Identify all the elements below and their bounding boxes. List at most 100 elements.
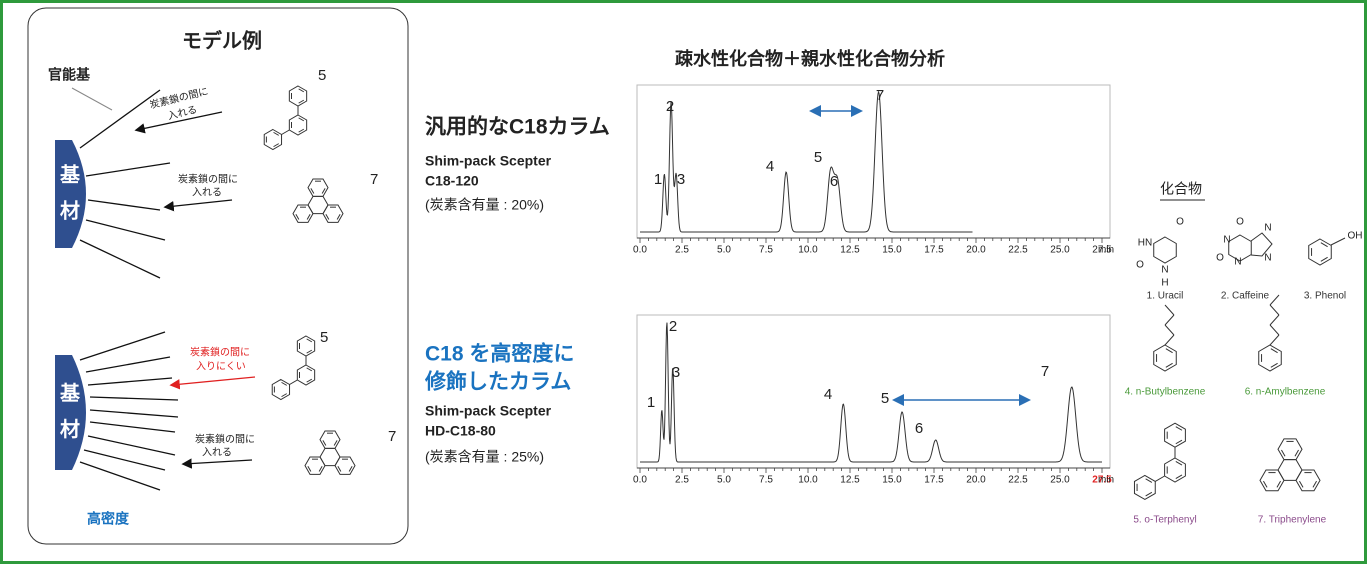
bond [1164, 304, 1175, 316]
bond [1155, 475, 1165, 482]
line [87, 435, 176, 456]
line [79, 89, 161, 149]
peak-label: 3 [677, 171, 685, 188]
line [163, 199, 233, 212]
note: 入れる [202, 447, 232, 459]
ring [322, 204, 344, 223]
compounds-title: 化合物 [1160, 181, 1202, 197]
ring [304, 456, 326, 475]
x-tick-label: 17.5 [924, 475, 944, 486]
bond [1175, 474, 1183, 479]
analysis-title: 疎水性化合物＋親水性化合物分析 [675, 48, 945, 69]
line [89, 396, 179, 401]
note: 炭素鎖の間に [178, 173, 238, 186]
bond [321, 188, 326, 194]
compound-number: 5 [320, 329, 328, 346]
bond [1165, 362, 1173, 368]
bond [348, 466, 353, 472]
compound-label: 7. Triphenylene [1258, 515, 1327, 526]
bond [1270, 362, 1278, 368]
x-tick-label: 7.5 [759, 475, 773, 486]
bond [337, 466, 342, 472]
ring [292, 204, 314, 223]
x-tick-label: 0.0 [633, 475, 647, 486]
chromatogram-trace [640, 322, 1102, 463]
bond [1299, 480, 1304, 488]
x-tick-label: 7.5 [759, 245, 773, 256]
substrate-label: 基 [60, 163, 81, 186]
bond [336, 214, 341, 220]
x-tick-label: 15.0 [882, 475, 902, 486]
x-tick-label: 2.5 [675, 475, 689, 486]
ring [1153, 344, 1177, 372]
x-unit: min [1098, 475, 1114, 486]
peak-label: 6 [830, 173, 838, 190]
bond [281, 393, 287, 398]
line [79, 331, 166, 361]
x-tick-label: 22.5 [1008, 245, 1028, 256]
bond [1164, 314, 1175, 326]
model-panel [27, 7, 409, 545]
bond [325, 214, 330, 220]
line [89, 421, 176, 433]
bond [298, 117, 305, 122]
ring [334, 456, 356, 475]
bond [306, 214, 311, 220]
bond [322, 440, 327, 446]
bond [1276, 480, 1281, 488]
chart-frame [636, 84, 1111, 239]
bond [298, 99, 305, 104]
model-title: モデル例 [182, 28, 262, 52]
bond [1312, 480, 1317, 488]
substrate [55, 355, 86, 470]
line [181, 458, 253, 469]
bond [310, 188, 315, 194]
peak-label: 1 [654, 171, 662, 188]
bond [1320, 256, 1328, 262]
bond [333, 440, 338, 446]
bond [1165, 348, 1173, 354]
compound-number: 5 [318, 67, 326, 84]
x-tick-label: 0.0 [633, 245, 647, 256]
line [169, 376, 256, 390]
carbon-content: (炭素含有量 : 20%) [425, 197, 544, 213]
x-tick-label: 27.5 [1092, 245, 1112, 256]
column-heading: C18 を高密度に [425, 342, 574, 366]
carbon-content: (炭素含有量 : 25%) [425, 449, 544, 465]
peak-label: 5 [881, 390, 889, 407]
ring [288, 85, 308, 107]
note-warning: 入りにくい [196, 361, 246, 373]
chromatogram-trace [640, 90, 973, 233]
bond [1175, 426, 1183, 431]
ring [271, 378, 291, 401]
atom: O [1136, 260, 1144, 271]
ring [1164, 457, 1186, 483]
bond [281, 129, 290, 135]
bond [1164, 324, 1175, 336]
line [89, 409, 179, 418]
line [87, 199, 161, 211]
compound-label: 1. Uracil [1147, 291, 1184, 302]
line [85, 162, 171, 177]
bond [1145, 478, 1153, 483]
ring [1277, 459, 1303, 481]
line [79, 461, 161, 491]
ring [1259, 469, 1285, 492]
x-tick-label: 25.0 [1050, 475, 1070, 486]
ring [1277, 438, 1303, 461]
bond [281, 381, 287, 386]
bond [306, 349, 313, 354]
substrate-label: 基 [60, 382, 81, 405]
ring [1308, 238, 1332, 266]
line [85, 356, 171, 373]
bond [306, 378, 313, 383]
column-name: HD-C18-80 [425, 423, 496, 439]
bond [1269, 324, 1280, 336]
peak-label: 4 [766, 158, 774, 175]
bond [1175, 439, 1183, 445]
x-tick-label: 10.0 [798, 245, 818, 256]
x-tick-label: 12.5 [840, 475, 860, 486]
x-tick-label: 20.0 [966, 245, 986, 256]
